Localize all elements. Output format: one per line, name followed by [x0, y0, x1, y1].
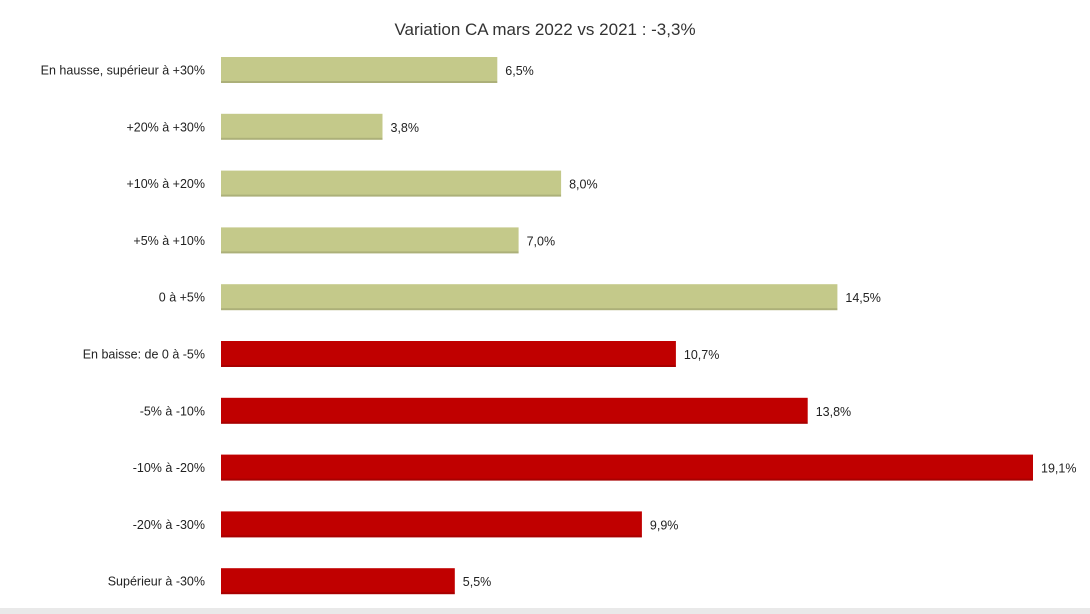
category-label-0: En hausse, supérieur à +30%	[41, 64, 205, 78]
value-label-3: 7,0%	[527, 234, 556, 248]
bar-9	[221, 568, 455, 595]
bar-shadow-0	[221, 81, 498, 83]
bar-shadow-3	[221, 251, 519, 254]
bar-8	[221, 511, 642, 538]
bar-shadow-8	[221, 535, 642, 538]
category-label-2: +10% à +20%	[126, 177, 205, 191]
category-label-3: +5% à +10%	[133, 234, 205, 248]
category-label-9: Supérieur à -30%	[108, 575, 205, 589]
bars-layer	[221, 57, 1033, 595]
category-label-6: -5% à -10%	[140, 404, 205, 418]
labels-layer: En hausse, supérieur à +30% 6,5% +20% à +3…	[41, 64, 1077, 590]
category-label-8: -20% à -30%	[133, 518, 205, 532]
bar-4	[221, 284, 838, 311]
bar-5	[221, 341, 676, 367]
bar-shadow-4	[221, 308, 838, 311]
value-label-1: 3,8%	[391, 121, 420, 135]
bar-shadow-2	[221, 194, 562, 197]
bottom-edge	[0, 608, 1090, 614]
value-label-8: 9,9%	[650, 518, 679, 532]
category-label-5: En baisse: de 0 à -5%	[83, 348, 205, 362]
bar-3	[221, 227, 519, 254]
category-label-1: +20% à +30%	[126, 120, 205, 134]
value-label-7: 19,1%	[1041, 462, 1076, 476]
bar-shadow-5	[221, 365, 676, 367]
bar-1	[221, 113, 383, 140]
value-label-6: 13,8%	[816, 405, 851, 419]
chart-title: Variation CA mars 2022 vs 2021 : -3,3%	[394, 20, 696, 39]
category-label-4: 0 à +5%	[159, 291, 205, 305]
bar-shadow-6	[221, 421, 808, 424]
value-label-4: 14,5%	[845, 291, 880, 305]
value-label-5: 10,7%	[684, 348, 719, 362]
category-label-7: -10% à -20%	[133, 461, 205, 475]
bar-2	[221, 170, 562, 197]
bar-shadow-7	[221, 478, 1033, 481]
bar-shadow-1	[221, 137, 383, 140]
bar-6	[221, 397, 808, 424]
value-label-0: 6,5%	[505, 64, 534, 78]
bar-shadow-9	[221, 592, 455, 595]
bar-0	[221, 57, 498, 83]
bar-7	[221, 454, 1033, 481]
value-label-9: 5,5%	[463, 575, 492, 589]
value-label-2: 8,0%	[569, 178, 598, 192]
